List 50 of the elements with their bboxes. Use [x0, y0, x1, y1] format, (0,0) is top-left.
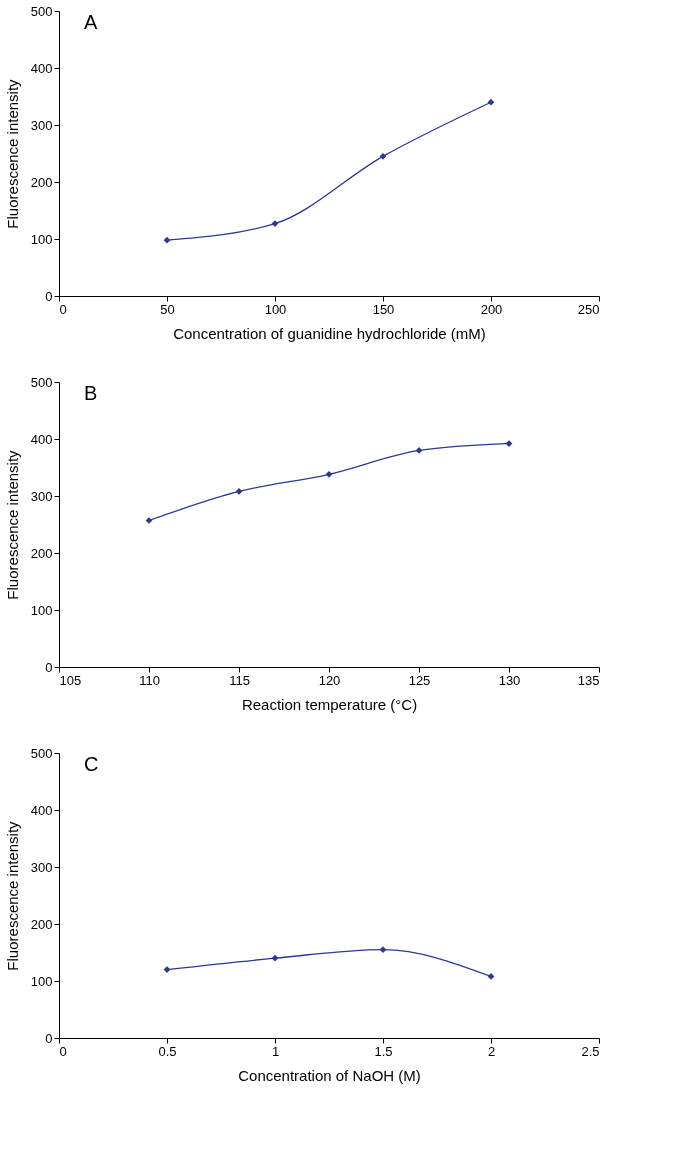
y-tick-label: 400: [30, 802, 53, 818]
x-tick-label: 2: [487, 1043, 496, 1059]
x-tick-label: 105: [59, 672, 82, 688]
y-tick-label: 200: [30, 545, 53, 561]
x-tick-label: 0: [59, 301, 67, 317]
x-tick-label: 130: [498, 672, 521, 688]
y-tick-label: 0: [45, 659, 53, 675]
y-tick-label: 400: [30, 60, 53, 76]
x-tick-label: 0.5: [158, 1043, 177, 1059]
x-tick-label: 200: [480, 301, 503, 317]
y-tick-label: 0: [45, 1030, 53, 1046]
y-axis-title: Fluorescence intensity: [3, 78, 21, 229]
x-tick-label: 250: [577, 301, 600, 317]
y-tick-label: 200: [30, 174, 53, 190]
y-axis-title: Fluorescence intensity: [3, 820, 21, 971]
x-tick-label: 1.5: [374, 1043, 393, 1059]
y-tick-label: 300: [30, 117, 53, 133]
x-tick-label: 0: [59, 1043, 67, 1059]
chart-title: B: [84, 382, 98, 404]
x-tick-label: 50: [160, 301, 175, 317]
x-axis-title: Reaction temperature (°C): [241, 695, 418, 713]
x-tick-label: 125: [408, 672, 431, 688]
point: [487, 98, 495, 106]
x-tick-label: 1: [271, 1043, 280, 1059]
y-tick-label: 500: [30, 374, 53, 390]
y-tick-label: 300: [30, 488, 53, 504]
x-tick-label: 135: [577, 672, 600, 688]
y-tick-label: 200: [30, 916, 53, 932]
y-axis-title: Fluorescence intensity: [3, 449, 21, 600]
y-tick-label: 100: [30, 973, 53, 989]
chart-title: A: [84, 11, 98, 33]
x-tick-label: 120: [318, 672, 341, 688]
y-tick-label: 500: [30, 745, 53, 761]
y-tick-label: 100: [30, 602, 53, 618]
y-tick-label: 300: [30, 859, 53, 875]
x-axis-title: Concentration of NaOH (M): [238, 1066, 421, 1084]
y-tick-label: 400: [30, 431, 53, 447]
point: [379, 153, 387, 160]
x-tick-label: 150: [372, 301, 395, 317]
point: [163, 236, 171, 244]
x-tick-label: 100: [264, 301, 287, 317]
y-tick-label: 500: [30, 3, 53, 19]
x-tick-label: 110: [139, 672, 160, 688]
y-tick-label: 0: [45, 288, 53, 304]
x-axis-title: Concentration of guanidine hydrochloride (mM): [173, 324, 486, 342]
chart-title: C: [84, 753, 99, 775]
x-tick-label: 2.5: [581, 1043, 600, 1059]
y-tick-label: 100: [30, 231, 53, 247]
point: [271, 954, 279, 962]
x-tick-label: 115: [229, 672, 250, 688]
